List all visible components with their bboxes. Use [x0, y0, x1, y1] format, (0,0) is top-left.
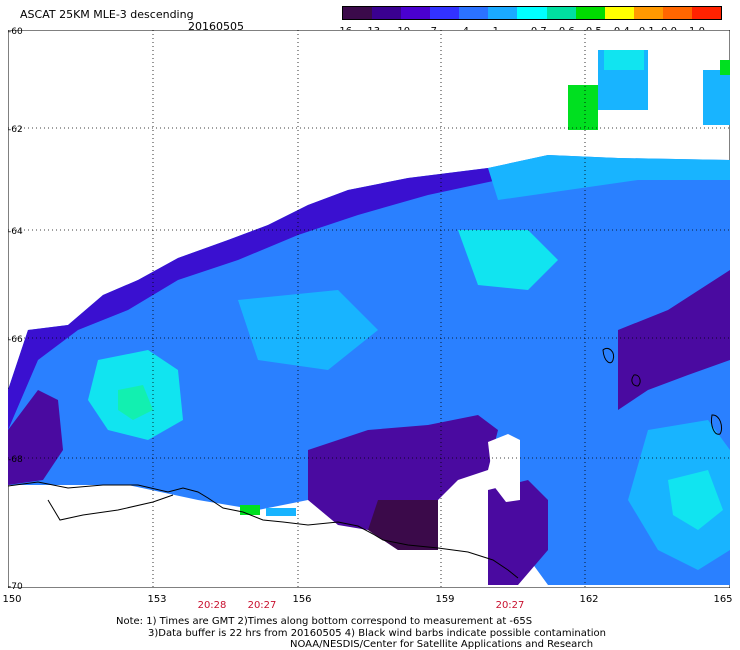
colorbar-segment [604, 7, 634, 19]
colorbar-segment [488, 7, 518, 19]
data-region [618, 270, 730, 410]
data-region [308, 415, 498, 550]
colorbar-segment [691, 7, 722, 19]
latitude-label: -66 [8, 335, 23, 345]
data-region [668, 470, 723, 530]
colorbar-segment [459, 7, 489, 19]
colorbar-segment [430, 7, 460, 19]
time-label: 20:28 [197, 600, 227, 611]
data-cell [720, 60, 730, 75]
data-region [8, 390, 63, 485]
iceberg-outline [711, 414, 723, 435]
data-region [488, 480, 548, 585]
longitude-label: 150 [2, 594, 22, 605]
data-region [238, 290, 378, 370]
data-region [8, 168, 498, 430]
coastline [8, 481, 519, 579]
note-line-2: 3)Data buffer is 22 hrs from 20160505 4)… [148, 628, 606, 639]
data-region [368, 500, 438, 550]
lat-lon-grid [8, 30, 730, 588]
data-region [488, 155, 730, 200]
data-cell [604, 50, 644, 70]
colorbar-segment [343, 7, 373, 19]
product-title: ASCAT 25KM MLE-3 descending [20, 8, 194, 21]
latitude-label: -60 [8, 27, 23, 37]
data-cell [266, 508, 296, 516]
iceberg-outline [602, 347, 615, 364]
colorbar [342, 6, 722, 20]
time-label: 20:27 [247, 600, 277, 611]
latitude-label: -68 [8, 455, 23, 465]
colorbar-segment [372, 7, 402, 19]
latitude-label: -62 [8, 125, 23, 135]
data-region [488, 434, 520, 502]
data-cell [568, 85, 598, 130]
colorbar-segment [633, 7, 663, 19]
longitude-label: 156 [292, 594, 312, 605]
data-region [118, 385, 153, 420]
data-cell [240, 505, 260, 515]
longitude-label: 159 [435, 594, 455, 605]
coastline-bay [47, 494, 174, 521]
longitude-label: 153 [147, 594, 167, 605]
data-cell [703, 70, 730, 125]
data-region [458, 230, 558, 290]
colorbar-segment [517, 7, 547, 19]
data-swath [8, 50, 730, 585]
latitude-label: -70 [8, 582, 23, 592]
colorbar-segment [546, 7, 576, 19]
time-label: 20:27 [495, 600, 525, 611]
note-line-1: Note: 1) Times are GMT 2)Times along bot… [116, 616, 533, 627]
colorbar-segment [575, 7, 605, 19]
iceberg-outline [631, 374, 641, 387]
latitude-label: -64 [8, 227, 23, 237]
sea-ice-map [8, 30, 730, 588]
longitude-label: 165 [713, 594, 733, 605]
colorbar-segment [401, 7, 431, 19]
longitude-label: 162 [579, 594, 599, 605]
note-line-3: NOAA/NESDIS/Center for Satellite Applica… [290, 639, 594, 650]
colorbar-segment [662, 7, 692, 19]
